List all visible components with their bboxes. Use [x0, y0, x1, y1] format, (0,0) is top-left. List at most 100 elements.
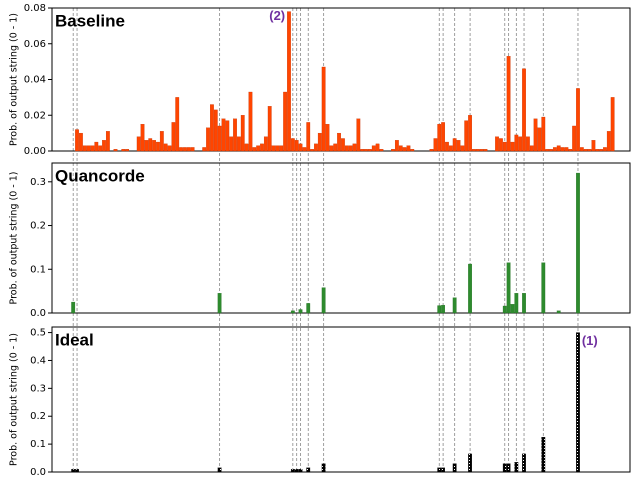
- bar: [317, 132, 322, 152]
- y-axis-label: Prob. of output string (0 - 1): [9, 333, 20, 466]
- bar: [171, 122, 176, 152]
- bar: [579, 147, 584, 152]
- bar: [225, 120, 230, 152]
- bar: [113, 149, 118, 152]
- bar: [522, 68, 526, 152]
- y-axis-label: Prob. of output string (0 - 1): [9, 13, 20, 146]
- bar: [522, 453, 526, 473]
- bar: [263, 136, 268, 152]
- bar: [595, 149, 600, 152]
- bar: [202, 147, 207, 152]
- bar: [94, 141, 99, 152]
- panel-title: Quancorde: [55, 166, 145, 185]
- bar: [360, 149, 365, 152]
- bar: [552, 147, 557, 152]
- bar: [221, 118, 226, 152]
- bar: [341, 138, 345, 152]
- bar: [576, 332, 580, 473]
- bar: [279, 145, 284, 152]
- bar: [371, 145, 376, 152]
- bar: [287, 11, 291, 152]
- bar: [152, 140, 156, 152]
- bar: [599, 149, 603, 152]
- y-tick-label: 0.3: [30, 383, 46, 394]
- bar: [410, 149, 415, 152]
- y-tick-label: 0.0: [30, 467, 46, 478]
- bar: [240, 115, 245, 152]
- bar: [252, 147, 257, 152]
- bar: [244, 143, 249, 152]
- bar: [456, 140, 461, 152]
- bar: [175, 97, 180, 152]
- bar: [560, 147, 565, 152]
- plot-frame: [51, 162, 631, 314]
- bar: [275, 145, 280, 152]
- bar: [298, 309, 303, 314]
- bar: [105, 131, 110, 152]
- bar: [121, 149, 126, 152]
- bar: [298, 469, 303, 473]
- panel-title: Baseline: [55, 11, 125, 30]
- bar: [441, 304, 445, 314]
- bar: [441, 467, 445, 473]
- bar: [398, 145, 403, 152]
- bar: [179, 147, 183, 152]
- panel-title: Ideal: [55, 330, 94, 349]
- bar: [402, 147, 407, 152]
- bar: [564, 147, 569, 152]
- bar: [352, 143, 357, 152]
- bar: [71, 469, 76, 473]
- bar: [306, 303, 311, 314]
- bar: [159, 131, 164, 152]
- bar: [437, 124, 442, 152]
- y-axis-label: Prob. of output string (0 - 1): [9, 172, 20, 305]
- bar: [321, 287, 326, 314]
- bar: [495, 136, 499, 152]
- y-tick-label: 0.1: [30, 264, 46, 275]
- bar: [148, 138, 153, 152]
- bar: [514, 462, 519, 473]
- bar: [75, 469, 79, 473]
- bar: [344, 145, 349, 152]
- bar: [445, 141, 449, 152]
- bar: [256, 145, 261, 152]
- bar: [314, 143, 318, 152]
- bar: [213, 109, 218, 152]
- y-tick-label: 0.3: [30, 177, 46, 188]
- y-tick-label: 0.00: [24, 146, 46, 157]
- bar: [379, 149, 384, 152]
- bar: [290, 469, 295, 473]
- bar: [514, 134, 519, 152]
- bar: [368, 149, 372, 152]
- bar: [514, 293, 519, 314]
- bar: [429, 149, 434, 152]
- bar: [529, 145, 534, 152]
- bar: [156, 141, 160, 152]
- annotation: (2): [269, 8, 285, 23]
- bar: [518, 136, 523, 152]
- bar: [271, 145, 276, 152]
- bar: [587, 149, 592, 152]
- bar: [290, 138, 295, 152]
- bar: [541, 116, 546, 152]
- bar: [576, 88, 580, 152]
- bar: [321, 463, 326, 473]
- bar: [306, 122, 311, 152]
- bar: [541, 436, 546, 473]
- bar: [90, 145, 95, 152]
- bar: [468, 263, 472, 314]
- bar: [568, 149, 573, 152]
- y-tick-label: 0.08: [24, 3, 46, 14]
- bar: [82, 145, 87, 152]
- bar: [237, 136, 241, 152]
- bar: [510, 141, 515, 152]
- bar: [298, 143, 303, 152]
- bar: [506, 56, 511, 152]
- bar: [583, 149, 588, 152]
- bar: [506, 463, 511, 473]
- bar: [267, 106, 272, 152]
- bar: [537, 127, 542, 152]
- bar: [356, 118, 361, 152]
- bar: [217, 125, 222, 152]
